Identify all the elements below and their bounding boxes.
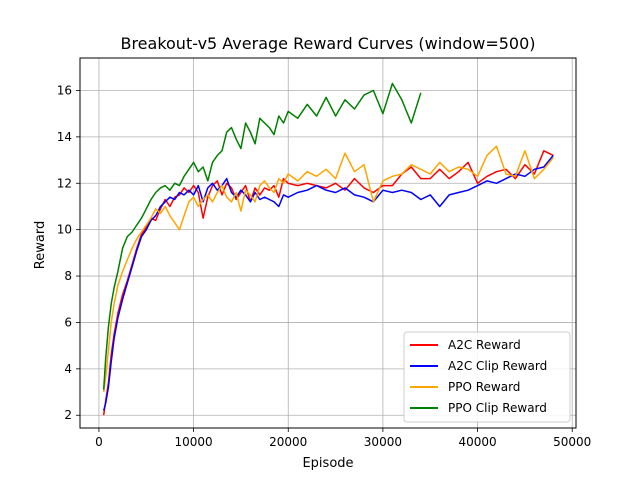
chart-title: Breakout-v5 Average Reward Curves (windo… [120,34,535,53]
legend-label: PPO Clip Reward [448,401,547,415]
legend: A2C Reward A2C Clip Reward PPO Reward PPO C… [403,331,571,423]
series-lines [102,82,554,416]
x-tick-label: 40000 [458,435,496,449]
y-tick-label: 6 [64,315,72,329]
y-tick-label: 16 [57,83,72,97]
plot-frame [79,57,577,429]
axis-ticks: 0 10000 20000 30000 40000 50000 2 4 6 8 10 12 14 16 [57,83,592,449]
legend-label: PPO Reward [448,380,520,394]
x-tick-label: 10000 [174,435,212,449]
x-tick-label: 20000 [269,435,307,449]
grid-lines [80,58,576,428]
x-tick-label: 50000 [553,435,591,449]
x-tick-label: 30000 [364,435,402,449]
y-tick-label: 10 [57,223,72,237]
series-line-4 [102,82,422,390]
y-tick-label: 2 [64,408,72,422]
x-axis-label: Episode [302,456,353,471]
series-line-3 [102,145,554,393]
y-tick-label: 12 [57,176,72,190]
y-tick-label: 4 [64,362,72,376]
legend-box [403,331,571,423]
y-tick-label: 14 [57,130,72,144]
y-axis-label: Reward [33,221,48,269]
legend-label: A2C Reward [448,338,521,352]
y-tick-label: 8 [64,269,72,283]
x-tick-label: 0 [95,435,103,449]
legend-label: A2C Clip Reward [448,359,547,373]
